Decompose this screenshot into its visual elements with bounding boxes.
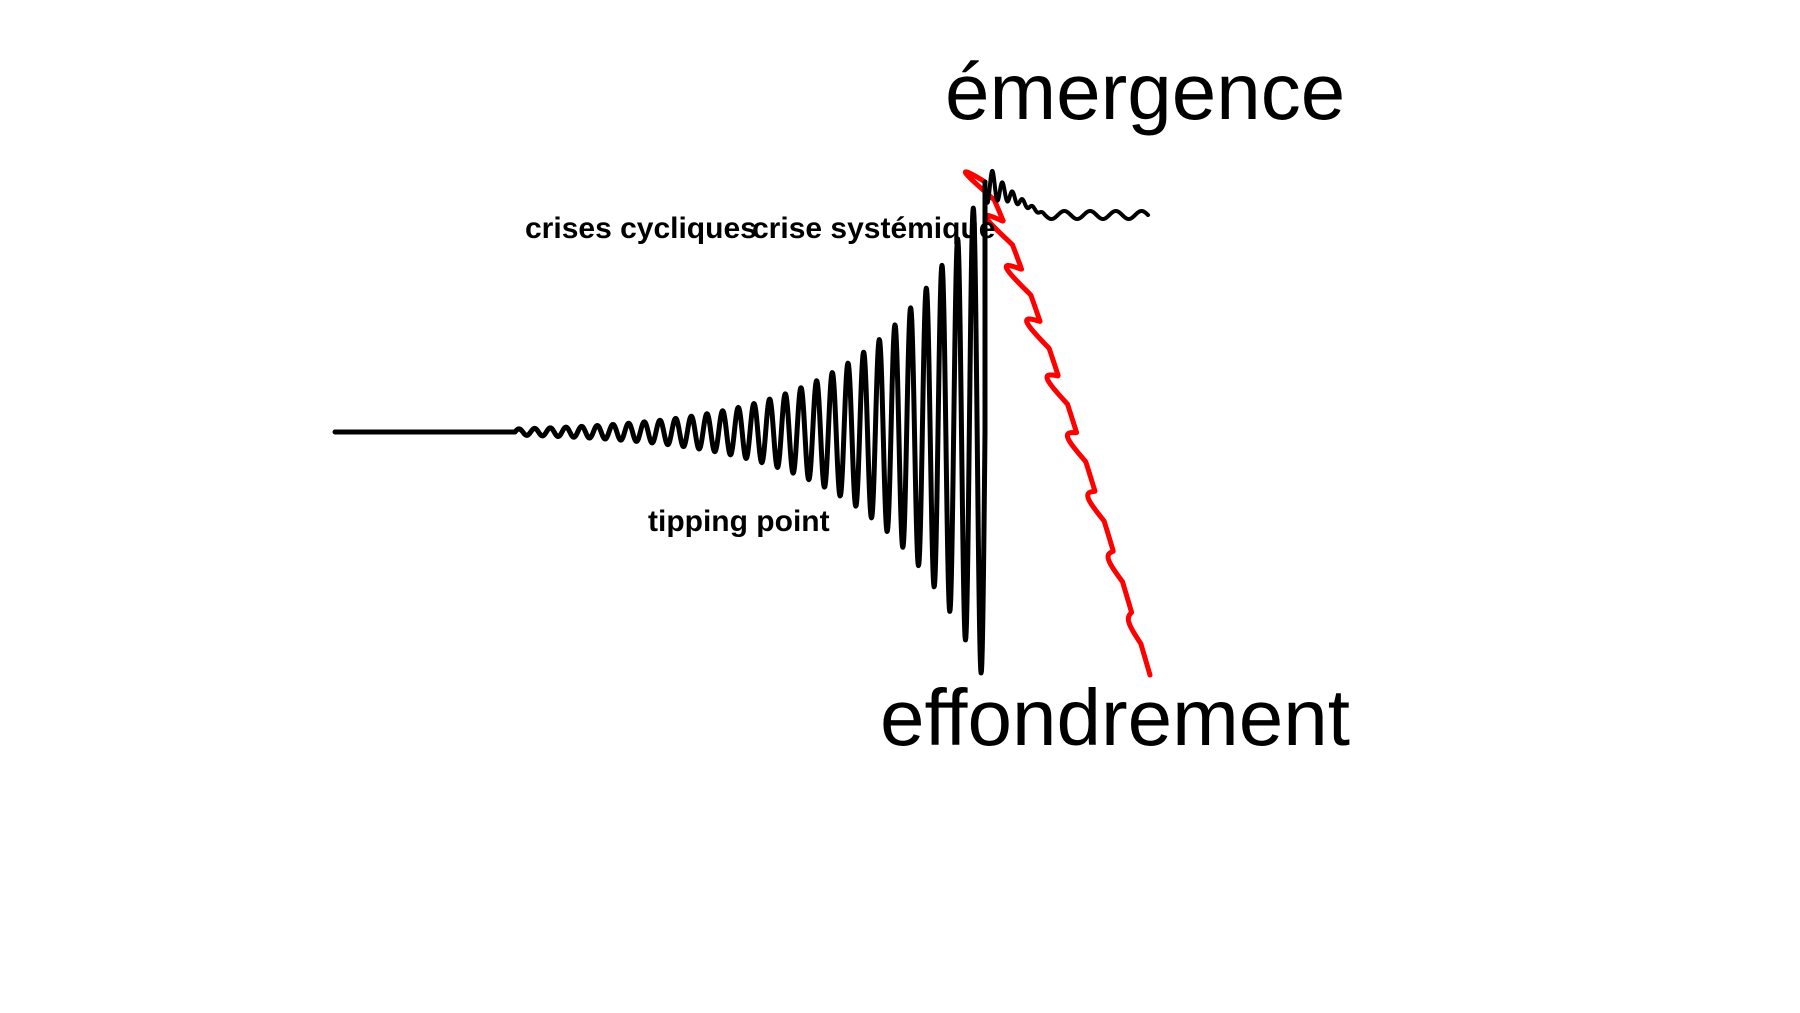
- label-effondrement: effondrement: [880, 672, 1350, 764]
- emergence-curve: [985, 171, 1148, 219]
- bifurcation-diagram: [0, 0, 1800, 1013]
- collapse-curve: [965, 172, 1150, 675]
- label-emergence: émergence: [945, 46, 1345, 138]
- label-tipping-point: tipping point: [648, 505, 830, 539]
- label-crise-systemique: crise systémique: [752, 212, 995, 246]
- label-crises-cycliques: crises cycliques: [525, 212, 757, 246]
- main-oscillation-curve: [335, 182, 985, 673]
